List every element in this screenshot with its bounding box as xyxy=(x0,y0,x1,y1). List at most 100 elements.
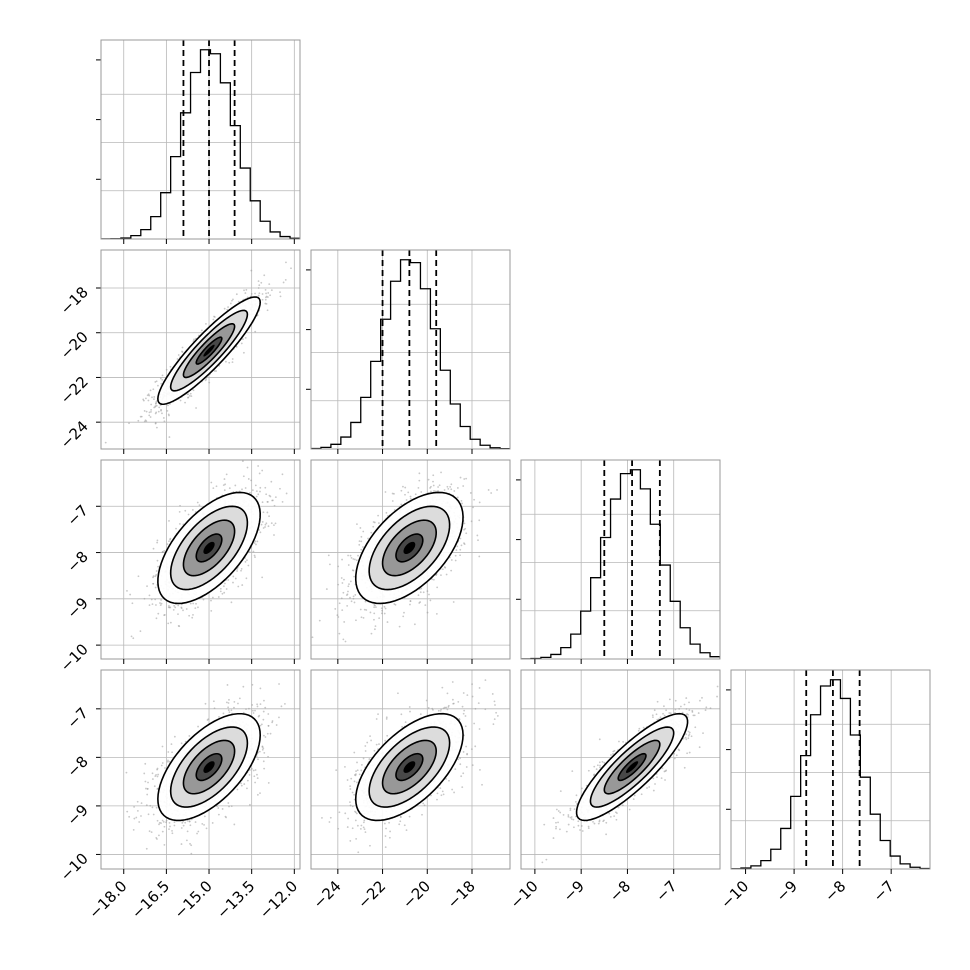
sample-point xyxy=(150,408,153,411)
histogram-0 xyxy=(101,49,300,239)
sample-point xyxy=(357,554,359,557)
sample-point xyxy=(145,847,148,850)
sample-point xyxy=(249,491,251,494)
sample-point xyxy=(153,398,155,401)
sample-point xyxy=(440,471,442,474)
sample-point xyxy=(211,822,214,824)
sample-point xyxy=(178,523,181,525)
sample-point xyxy=(373,604,376,606)
sample-point xyxy=(462,485,465,487)
sample-point xyxy=(178,510,181,513)
sample-point xyxy=(228,361,231,364)
sample-point xyxy=(490,492,493,494)
sample-point xyxy=(464,527,467,530)
sample-point xyxy=(155,426,158,429)
sample-point xyxy=(150,831,153,834)
sample-point xyxy=(180,606,183,609)
sample-point xyxy=(258,284,261,287)
sample-point xyxy=(249,803,251,806)
sample-point xyxy=(257,493,260,496)
sample-point xyxy=(168,436,171,438)
sample-point xyxy=(253,542,256,544)
sample-point xyxy=(459,548,462,551)
sample-point xyxy=(260,523,263,526)
sample-point xyxy=(253,554,256,557)
sample-point xyxy=(349,596,351,599)
sample-point xyxy=(143,597,146,600)
sample-point xyxy=(472,506,474,509)
sample-point xyxy=(435,612,438,615)
sample-point xyxy=(168,520,170,522)
sample-point xyxy=(215,485,218,488)
sample-point xyxy=(189,392,192,395)
panel-frame xyxy=(310,249,511,450)
sample-point xyxy=(373,612,376,615)
sample-point xyxy=(149,389,152,392)
sample-point xyxy=(402,615,405,618)
sample-point xyxy=(265,295,268,298)
sample-point xyxy=(477,539,479,542)
sample-point xyxy=(259,724,262,727)
sample-point xyxy=(210,599,212,602)
sample-point xyxy=(443,566,446,568)
sample-point xyxy=(223,582,226,585)
sample-point xyxy=(196,501,199,504)
sample-point xyxy=(353,601,356,604)
sample-point xyxy=(252,709,254,712)
sample-point xyxy=(247,478,250,480)
sample-point xyxy=(168,822,171,824)
sample-point xyxy=(338,632,341,635)
sample-point xyxy=(148,604,151,607)
sample-point xyxy=(427,478,430,481)
sample-point xyxy=(261,576,264,579)
sample-point xyxy=(231,358,234,360)
sample-point xyxy=(394,603,397,606)
sample-point xyxy=(244,292,247,294)
sample-point xyxy=(151,396,153,399)
sample-point xyxy=(233,700,236,703)
sample-point xyxy=(463,522,466,525)
sample-point xyxy=(265,522,268,525)
sample-point xyxy=(137,419,140,422)
sample-point xyxy=(188,614,191,617)
sample-point xyxy=(403,611,405,614)
sample-point xyxy=(259,792,261,794)
sample-point xyxy=(163,843,166,846)
sample-point xyxy=(158,823,160,826)
sample-point xyxy=(104,441,107,444)
panel-frame xyxy=(100,249,301,450)
sample-point xyxy=(354,594,357,596)
sample-point xyxy=(254,781,257,784)
sample-point xyxy=(256,793,259,796)
sample-point xyxy=(157,773,160,776)
sample-point xyxy=(420,587,423,590)
sample-point xyxy=(318,619,321,622)
sample-point xyxy=(450,559,453,561)
sample-point xyxy=(460,499,463,502)
sample-point xyxy=(139,630,142,633)
sample-point xyxy=(454,559,457,562)
sample-point xyxy=(327,554,330,557)
sample-point xyxy=(409,495,412,498)
sample-point xyxy=(243,289,245,292)
histogram-panel-2 xyxy=(516,459,721,664)
sample-point xyxy=(465,477,468,480)
sample-point xyxy=(373,628,376,631)
sample-point xyxy=(156,559,159,562)
sample-point xyxy=(232,298,234,301)
sample-point xyxy=(383,605,386,608)
sample-point xyxy=(226,308,229,311)
sample-point xyxy=(205,827,208,830)
sample-point xyxy=(341,582,344,584)
sample-point xyxy=(254,484,257,487)
sample-point xyxy=(227,702,230,704)
y-tick-label: −24 xyxy=(57,417,92,452)
sample-point xyxy=(342,591,345,594)
sample-point xyxy=(167,751,170,753)
sample-point xyxy=(154,412,157,415)
sample-point xyxy=(228,487,231,490)
sample-point xyxy=(213,315,215,318)
sample-point xyxy=(273,534,275,536)
density-peak xyxy=(403,541,416,555)
sample-point xyxy=(150,598,153,601)
